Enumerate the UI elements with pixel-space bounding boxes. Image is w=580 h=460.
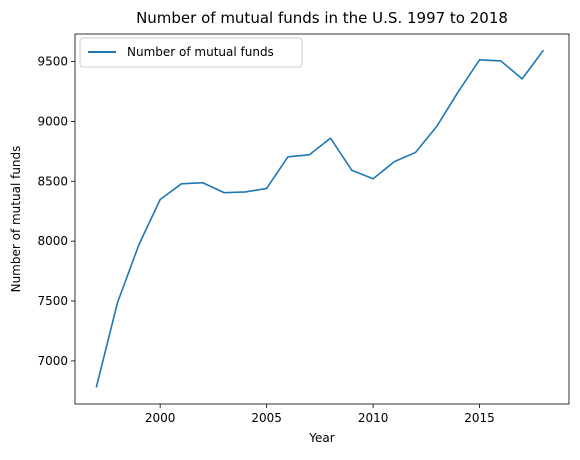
x-tick-label: 2005 <box>251 411 282 425</box>
series-line <box>95 49 545 388</box>
y-tick-label: 9500 <box>37 55 68 69</box>
plot-frame <box>74 33 570 405</box>
x-tick-label: 2015 <box>464 411 495 425</box>
x-axis-label: Year <box>308 431 334 445</box>
legend: Number of mutual funds <box>79 37 303 68</box>
y-tick-label: 8500 <box>37 174 68 188</box>
x-tick-label: 2000 <box>145 411 176 425</box>
y-tick-label: 9000 <box>37 114 68 128</box>
legend-frame <box>79 37 303 68</box>
legend-label: Number of mutual funds <box>127 45 274 59</box>
y-tick-label: 7000 <box>37 354 68 368</box>
y-tick-label: 7500 <box>37 294 68 308</box>
chart-title: Number of mutual funds in the U.S. 1997 … <box>136 9 508 27</box>
x-tick-label: 2010 <box>358 411 389 425</box>
y-axis-label: Number of mutual funds <box>9 146 23 293</box>
plot-area: 2000 2005 2010 2015 7000 7500 8000 8500 9000 9500 <box>37 33 570 425</box>
y-tick-label: 8000 <box>37 234 68 248</box>
